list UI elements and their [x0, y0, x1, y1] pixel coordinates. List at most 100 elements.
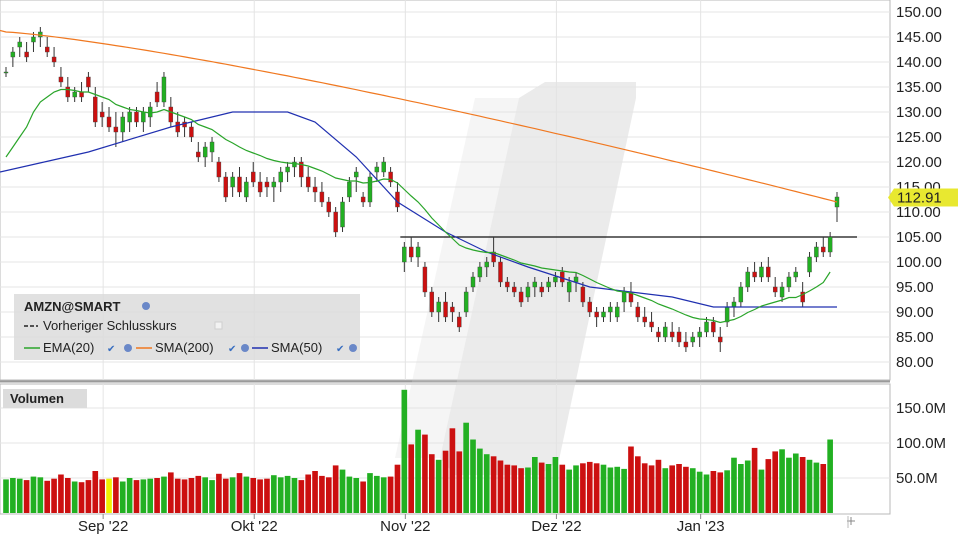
candle: [518, 287, 524, 307]
sma50-check-icon[interactable]: ✔: [336, 344, 344, 355]
volume-bar: [806, 459, 813, 513]
volume-bar: [3, 479, 9, 513]
candle: [615, 302, 620, 322]
volume-bar: [229, 477, 236, 513]
volume-bar: [648, 465, 655, 513]
ema-settings-icon[interactable]: [124, 344, 132, 352]
volume-title: Volumen: [3, 389, 87, 408]
candle: [299, 157, 304, 187]
candle: [148, 102, 153, 127]
candle: [189, 122, 194, 142]
legend-sma50[interactable]: SMA(50) ✔: [252, 340, 357, 355]
svg-text:Volumen: Volumen: [10, 391, 64, 406]
legend-prev-close: Vorheriger Schlusskurs: [43, 318, 177, 333]
volume-bar: [202, 477, 208, 513]
volume-bar: [827, 439, 833, 513]
prev-close-toggle-icon[interactable]: [214, 321, 223, 330]
volume-bar: [106, 478, 112, 513]
candle: [51, 47, 57, 67]
volume-bar: [209, 480, 215, 513]
price-tick-label: 140.00: [896, 54, 942, 71]
watermark-logo: [440, 82, 636, 475]
candle: [278, 167, 283, 192]
candle: [196, 142, 201, 162]
volume-bar: [236, 473, 243, 513]
volume-bar: [140, 479, 147, 513]
volume-tick-label: 50.0M: [896, 470, 938, 487]
volume-bar: [497, 460, 504, 513]
volume-bar: [23, 480, 30, 513]
candle: [779, 282, 785, 302]
candle: [601, 307, 606, 322]
volume-bar: [394, 464, 401, 513]
volume-bar: [325, 477, 332, 513]
symbol-settings-icon[interactable]: [142, 302, 150, 310]
volume-bar: [813, 462, 820, 513]
volume-bar: [525, 467, 531, 513]
volume-bar: [64, 478, 71, 513]
candle: [106, 107, 112, 132]
legend-ema[interactable]: EMA(20) ✔: [24, 340, 132, 355]
volume-bar: [765, 459, 772, 513]
price-tick-label: 120.00: [896, 154, 942, 171]
volume-bar: [147, 478, 154, 513]
svg-text:EMA(20): EMA(20): [43, 340, 94, 355]
volume-bar: [85, 480, 92, 513]
volume-bar: [367, 473, 373, 513]
sma200-settings-icon[interactable]: [241, 344, 249, 352]
sma50-settings-icon[interactable]: [349, 344, 357, 352]
ema-check-icon[interactable]: ✔: [107, 344, 115, 355]
sma200-check-icon[interactable]: ✔: [228, 344, 236, 355]
volume-bar: [415, 429, 421, 513]
sma200-line: [0, 29, 838, 203]
volume-bar: [724, 470, 730, 513]
volume-bar: [250, 478, 257, 513]
volume-bar: [312, 471, 318, 513]
price-tick-label: 100.00: [896, 254, 942, 271]
volume-bar: [683, 466, 689, 513]
candle: [498, 257, 503, 287]
candle: [608, 302, 613, 322]
price-tick-label: 105.00: [896, 229, 942, 246]
scroll-to-end-icon[interactable]: [847, 516, 855, 528]
price-tick-label: 90.00: [896, 304, 934, 321]
candle: [786, 272, 792, 292]
candle: [244, 177, 249, 202]
volume-bar: [99, 479, 105, 513]
volume-bar: [374, 475, 380, 513]
candle: [305, 167, 311, 192]
volume-bar: [710, 471, 717, 513]
candle: [525, 282, 531, 302]
volume-bar: [538, 462, 545, 513]
candle: [402, 242, 407, 272]
price-tick-label: 130.00: [896, 104, 942, 121]
volume-bar: [614, 466, 621, 513]
candle: [127, 107, 132, 132]
volume-bar: [161, 476, 167, 513]
price-tick-label: 150.00: [896, 4, 942, 21]
candle: [649, 312, 654, 332]
date-axis: Sep '22 Okt '22 Nov '22 Dez '22 Jan '23: [78, 514, 725, 535]
candle: [326, 197, 331, 217]
volume-bar: [586, 461, 593, 513]
volume-bar: [435, 459, 442, 513]
volume-bar: [689, 468, 696, 513]
volume-bar: [271, 475, 277, 513]
volume-bar: [477, 448, 483, 513]
volume-bar: [676, 464, 682, 513]
candle: [312, 177, 318, 202]
volume-bar: [600, 464, 607, 513]
volume-bar: [470, 439, 476, 513]
volume-bar: [380, 477, 387, 513]
candle: [3, 67, 9, 77]
candle: [718, 327, 723, 352]
volume-bar: [264, 478, 270, 513]
volume-bar: [188, 478, 195, 513]
candle: [10, 47, 16, 67]
volume-bar: [696, 471, 703, 513]
volume-bar: [401, 389, 408, 513]
volume-bar: [408, 444, 415, 513]
candle: [257, 172, 263, 197]
legend-sma200[interactable]: SMA(200) ✔: [136, 340, 249, 355]
